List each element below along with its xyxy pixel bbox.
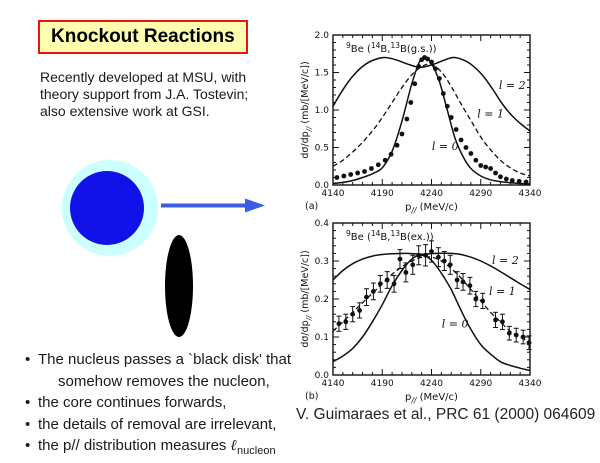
svg-text:4340: 4340 [519,189,542,199]
intro-line: theory support from J.A. Tostevin; [40,86,249,102]
svg-text:l = 2: l = 2 [492,254,519,267]
script-ell-symbol: ℓ [230,436,238,454]
svg-text:4290: 4290 [469,189,492,199]
bullet-marker: • [25,415,31,433]
svg-text:1.5: 1.5 [315,69,329,79]
svg-text:9Be (14B,13B(g.s.)): 9Be (14B,13B(g.s.)) [346,41,437,55]
bullet-item-continuation: somehow removes the nucleon, [58,372,270,390]
bullet-item: • The nucleus passes a `black disk' that [25,349,325,371]
svg-text:0.2: 0.2 [315,295,329,305]
intro-line: Recently developed at MSU, with [40,69,247,85]
svg-text:l = 0: l = 0 [442,318,469,331]
svg-text:4190: 4190 [371,379,394,389]
bullet-list: • The nucleus passes a `black disk' that … [25,349,325,463]
momentum-distribution-chart-b: 4140 4190 4240 4290 4340 0.0 0.1 0.2 0.3 0.4 l = 0… [300,219,542,404]
bullet-marker: • [25,437,31,454]
bullet-item: • the p// distribution measures ℓnucleon [25,436,276,457]
svg-text:p// (MeV/c): p// (MeV/c) [405,392,458,404]
intro-paragraph: Recently developed at MSU, with theory s… [40,69,248,120]
black-disk-ellipse [165,235,193,337]
bullet-item: • the core continues forwards, [25,392,325,414]
page-title: Knockout Reactions [51,26,235,47]
svg-text:dσ/dp// (mb/[MeV/c]): dσ/dp// (mb/[MeV/c]) [300,250,313,347]
bullet-item: • the details of removal are irrelevant, [25,414,325,436]
svg-text:0.3: 0.3 [315,257,329,267]
svg-text:4240: 4240 [420,379,443,389]
svg-text:l = 1: l = 1 [477,108,504,121]
svg-text:1.0: 1.0 [315,106,330,116]
svg-text:0.5: 0.5 [315,144,329,154]
svg-text:4140: 4140 [322,189,345,199]
svg-text:9Be (14B,13B(ex.)): 9Be (14B,13B(ex.)) [346,229,434,243]
svg-text:0.0: 0.0 [315,371,330,381]
bullet-marker: • [25,394,31,411]
svg-text:l = 0: l = 0 [432,140,459,153]
svg-text:p// (MeV/c): p// (MeV/c) [405,202,458,215]
intro-line: also extensive work at GSI. [40,103,210,119]
ell-subscript: nucleon [237,445,276,457]
svg-text:0.0: 0.0 [315,181,330,191]
svg-text:0.1: 0.1 [315,333,329,343]
svg-text:(a): (a) [305,201,318,212]
momentum-distribution-chart-a: 4140 4190 4240 4290 4340 0.0 0.5 1.0 1.5 2.0 l = 0… [300,31,542,215]
svg-text:0.4: 0.4 [315,219,330,229]
citation-text: V. Guimaraes et al., PRC 61 (2000) 06460… [296,406,596,423]
svg-text:4290: 4290 [469,379,492,389]
svg-text:4340: 4340 [519,379,542,389]
svg-text:4190: 4190 [371,189,394,199]
svg-text:4140: 4140 [322,379,345,389]
svg-text:l = 2: l = 2 [499,79,526,92]
svg-text:4240: 4240 [420,189,443,199]
slide-title-box: Knockout Reactions [38,20,248,54]
svg-text:(b): (b) [305,391,318,402]
svg-text:l = 1: l = 1 [489,285,516,298]
svg-text:2.0: 2.0 [315,31,330,41]
bullet-marker: • [25,351,31,368]
beam-direction-arrow-icon [161,198,265,213]
svg-text:dσ/dp// (mb/[MeV/c]): dσ/dp// (mb/[MeV/c]) [300,61,313,158]
nucleus-core-circle [70,171,144,245]
